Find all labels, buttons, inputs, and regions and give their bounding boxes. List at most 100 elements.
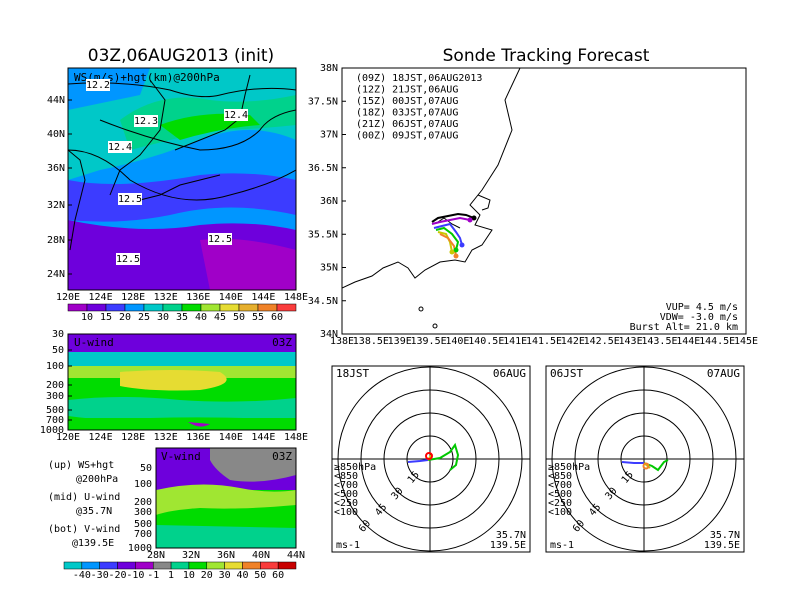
pressure-tick-label: 500 [134,519,152,530]
tracking-lat-ticks: 38N 37.5N 37N 36.5N 36N 35.5N 35N 34.5N 34N [308,63,346,340]
hodo-right-level-legend: ≥850hPa<850<700<500<250<100 [548,462,590,518]
colorbar-swatch [181,303,202,312]
lat-tick-label: 44N [47,95,65,106]
wind-colorbar-label: -1 [147,570,159,581]
tracking-lon-label: 143.5E [641,336,677,347]
lon-tick-label: 124E [89,292,113,303]
tracking-lon-label: 140E [445,336,469,347]
contour-label-bg [224,109,248,121]
wind-colorbar-label: 10 [183,570,195,581]
pressure-tick-label: 200 [46,380,64,391]
tracking-lon-label: 143E [619,336,643,347]
wind-colorbar: -40 -30 -20 -10 -1 1 10 20 30 40 50 60 [63,561,297,581]
tracking-lat-label: 38N [320,63,338,74]
colorbar-label: 50 [233,312,245,323]
map-lat-ticks: 44N 40N 36N 32N 28N 24N [47,95,72,280]
lat-tick-label: 40N [47,129,65,140]
tracking-map [342,68,746,334]
tracking-legend-entry: (15Z) 00JST,07AUG [356,96,458,107]
legend-mid-2: @35.7N [76,506,112,517]
lon-tick-label: 140E [219,292,243,303]
tracking-lon-label: 139E [388,336,412,347]
lat-tick-label: 36N [217,550,235,561]
pressure-tick-label: 100 [46,361,64,372]
wind-colorbar-swatch [152,561,172,570]
level-legend-entry: <500 [334,489,358,500]
tracking-lat-label: 34N [320,329,338,340]
lat-tick-label: 28N [147,550,165,561]
pressure-tick-label: 30 [52,329,64,340]
wind-colorbar-label: -30 [91,570,109,581]
tracking-legend: (09Z) 18JST,06AUG2013(12Z) 21JST,06AUG(1… [356,73,482,142]
v-wind-frame [155,447,297,549]
colorbar-swatch [219,303,240,312]
map-lon-ticks: 120E 124E 128E 132E 136E 140E 144E 148E [56,292,308,303]
tracking-lon-label: 142E [561,336,585,347]
wind-speed-colorbar: 10 15 20 25 30 35 40 45 50 55 60 [67,303,297,323]
colorbar-swatch [162,303,183,312]
hodo-right-lat: 35.7N [710,530,740,541]
tracking-legend-entry: (09Z) 18JST,06AUG2013 [356,73,482,84]
level-legend-entry: <100 [548,507,572,518]
colorbar-label: 40 [195,312,207,323]
wind-speed-map [68,68,296,290]
colorbar-swatch [276,303,297,312]
lon-tick-label: 120E [56,432,80,443]
contour-label: 12.4 [224,110,248,121]
wind-colorbar-label: 1 [168,570,174,581]
lat-tick-label: 44N [287,550,305,561]
level-legend-entry: <250 [548,498,572,509]
lon-tick-label: 140E [219,432,243,443]
legend-bot-2: @139.5E [72,538,114,549]
contour-label-bg [118,193,142,205]
colorbar-label: 30 [157,312,169,323]
map-frame [67,67,297,291]
hodo-right-units: ms-1 [550,540,574,551]
vup-text: VUP= 4.5 m/s [666,302,738,313]
contour-label: 12.4 [108,142,132,153]
level-legend-entry: <250 [334,498,358,509]
colorbar-swatch [105,303,126,312]
tracking-lon-label: 142.5E [584,336,620,347]
ring-label: 60 [571,518,587,534]
hodo-left-units: ms-1 [336,540,360,551]
legend-bot-1: (bot) V-wind [48,524,120,535]
tracking-lon-label: 139.5E [411,336,447,347]
ring-label: 30 [389,486,405,502]
lon-tick-label: 120E [56,292,80,303]
contour-label-bg [134,115,158,127]
wind-colorbar-swatch [170,561,190,570]
hodo-left-time: 18JST [336,367,369,380]
legend-up-2: @200hPa [76,474,118,485]
lon-tick-label: 148E [284,292,308,303]
tracking-lat-label: 35.5N [308,229,338,240]
tracking-lat-label: 35N [320,263,338,274]
tracking-legend-entry: (00Z) 09JST,07AUG [356,131,458,142]
lon-tick-label: 124E [89,432,113,443]
ring-label: 45 [587,502,603,518]
tracking-lon-label: 138E [330,336,354,347]
tracking-lat-label: 36N [320,196,338,207]
wind-colorbar-label: 20 [201,570,213,581]
tracking-lon-label: 144E [676,336,700,347]
tracking-legend-entry: (21Z) 06JST,07AUG [356,119,458,130]
level-legend-entry: <500 [548,489,572,500]
wind-colorbar-label: -40 [73,570,91,581]
pressure-tick-label: 300 [134,507,152,518]
tracking-lat-label: 37.5N [308,96,338,107]
colorbar-label: 10 [81,312,93,323]
colorbar-label: 25 [138,312,150,323]
ring-label: 30 [603,486,619,502]
pressure-tick-label: 200 [134,497,152,508]
lon-tick-label: 128E [121,292,145,303]
pressure-tick-label: 50 [52,345,64,356]
tracking-lon-label: 140.5E [468,336,504,347]
pressure-tick-label: 700 [46,415,64,426]
contour-label-bg [86,79,110,91]
tracking-lat-label: 37N [320,130,338,141]
wind-colorbar-swatch [188,561,208,570]
lon-tick-label: 148E [284,432,308,443]
colorbar-label: 20 [119,312,131,323]
contour-label: 12.5 [118,194,142,205]
